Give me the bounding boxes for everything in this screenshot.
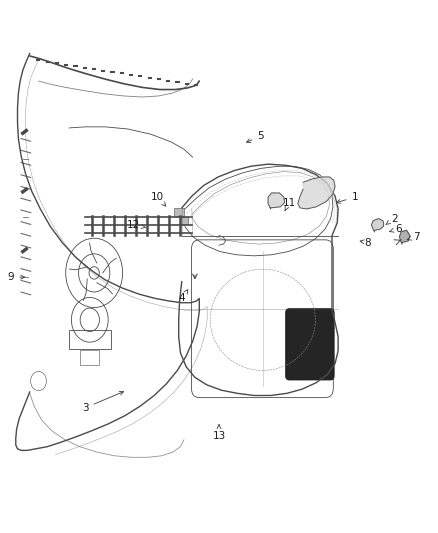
Text: 12: 12: [127, 220, 146, 230]
Text: 13: 13: [212, 425, 226, 441]
Bar: [69, 330, 111, 349]
Text: 1: 1: [336, 192, 358, 203]
Text: 3: 3: [82, 391, 124, 413]
Polygon shape: [298, 177, 335, 209]
Text: 11: 11: [283, 198, 296, 211]
Bar: [180, 217, 188, 224]
Text: 6: 6: [390, 224, 402, 233]
Text: 4: 4: [178, 290, 188, 303]
Bar: [80, 350, 99, 365]
Text: 10: 10: [151, 192, 166, 206]
Polygon shape: [371, 219, 384, 232]
Polygon shape: [399, 230, 410, 244]
Polygon shape: [268, 193, 285, 209]
FancyBboxPatch shape: [286, 309, 334, 380]
Text: 7: 7: [407, 232, 420, 241]
Text: 5: 5: [247, 131, 264, 142]
Text: 8: 8: [360, 238, 371, 247]
Text: 2: 2: [386, 214, 398, 224]
Bar: [174, 208, 184, 216]
Text: 9: 9: [7, 272, 25, 282]
